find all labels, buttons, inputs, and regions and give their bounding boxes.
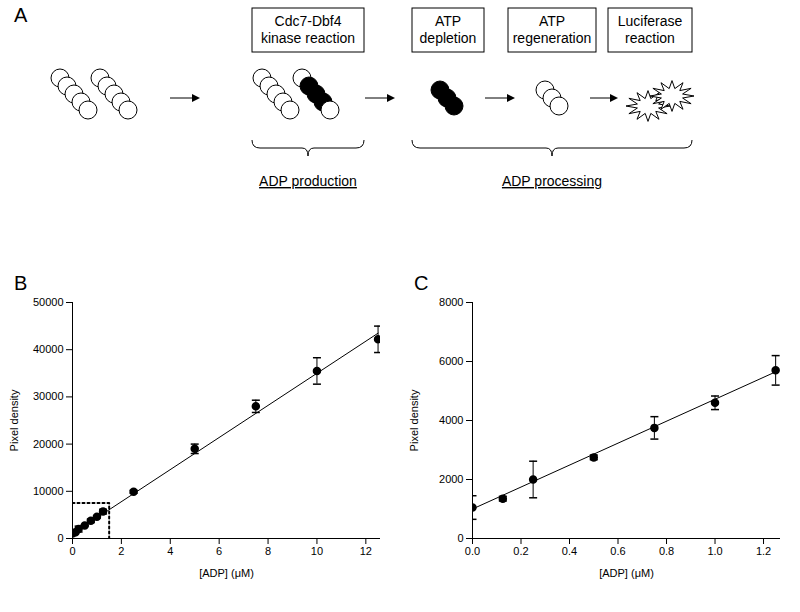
svg-text:1.2: 1.2: [756, 545, 771, 557]
svg-text:2000: 2000: [439, 473, 463, 485]
svg-text:0: 0: [69, 545, 75, 557]
svg-text:50000: 50000: [33, 296, 64, 308]
svg-text:30000: 30000: [33, 390, 64, 402]
svg-text:4: 4: [167, 545, 173, 557]
svg-text:0.6: 0.6: [610, 545, 625, 557]
svg-text:1.0: 1.0: [707, 545, 722, 557]
html-text:C: C: [414, 272, 429, 294]
svg-text:4000: 4000: [439, 414, 463, 426]
svg-text:0.4: 0.4: [562, 545, 577, 557]
svg-text:0.0: 0.0: [465, 545, 480, 557]
svg-text:depletion: depletion: [420, 30, 477, 46]
svg-text:12: 12: [360, 545, 372, 557]
svg-text:ADP processing: ADP processing: [502, 173, 602, 189]
svg-text:Pixel density: Pixel density: [8, 389, 20, 451]
html-text:B: B: [14, 272, 28, 294]
svg-text:ATP: ATP: [435, 13, 461, 29]
svg-text:Cdc7-Dbf4: Cdc7-Dbf4: [275, 13, 342, 29]
svg-text:Luciferase: Luciferase: [618, 13, 683, 29]
svg-text:20000: 20000: [33, 438, 64, 450]
svg-text:Pixel density: Pixel density: [408, 389, 420, 451]
svg-text:ATP: ATP: [539, 13, 565, 29]
svg-text:[ADP] (μM): [ADP] (μM): [599, 567, 654, 579]
svg-text:regeneration: regeneration: [513, 30, 592, 46]
svg-text:0.8: 0.8: [659, 545, 674, 557]
svg-text:0: 0: [57, 532, 63, 544]
svg-text:8: 8: [265, 545, 271, 557]
svg-text:[ADP] (μM): [ADP] (μM): [199, 567, 254, 579]
svg-text:6000: 6000: [439, 355, 463, 367]
svg-text:kinase reaction: kinase reaction: [261, 30, 355, 46]
svg-text:reaction: reaction: [625, 30, 675, 46]
svg-text:6: 6: [216, 545, 222, 557]
svg-text:0.2: 0.2: [513, 545, 528, 557]
svg-text:A: A: [14, 4, 28, 26]
svg-text:10: 10: [311, 545, 323, 557]
svg-text:ADP production: ADP production: [259, 173, 357, 189]
svg-text:10000: 10000: [33, 485, 64, 497]
svg-text:40000: 40000: [33, 343, 64, 355]
svg-text:0: 0: [457, 532, 463, 544]
svg-text:8000: 8000: [439, 296, 463, 308]
svg-text:2: 2: [118, 545, 124, 557]
